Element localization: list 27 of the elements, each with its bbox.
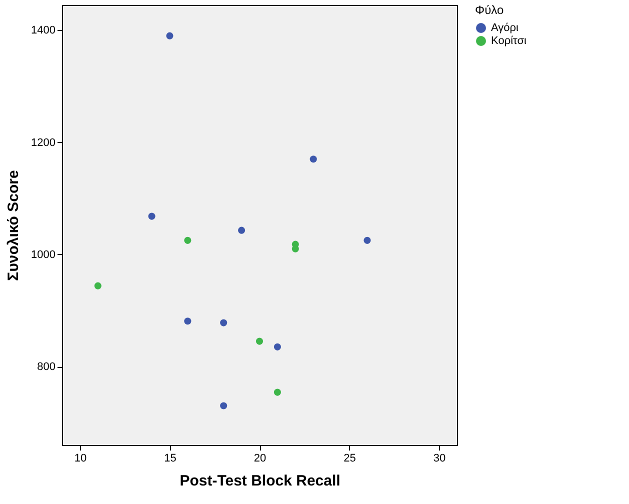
y-tick-label: 1400 — [31, 24, 56, 37]
x-tick-label: 30 — [433, 452, 446, 464]
point — [256, 338, 264, 345]
point — [148, 212, 156, 220]
point — [220, 402, 228, 410]
y-tick-label: 800 — [37, 361, 56, 374]
y-tick-label: 1200 — [31, 136, 56, 149]
x-axis-title: Post-Test Block Recall — [180, 472, 340, 490]
point — [184, 318, 192, 325]
point — [310, 156, 317, 163]
point — [274, 388, 281, 396]
legend-label: Αγόρι — [491, 22, 520, 34]
x-tick-label: 15 — [164, 452, 176, 464]
y-tick-label: 1000 — [31, 248, 56, 261]
point — [274, 343, 281, 350]
x-tick-label: 10 — [74, 452, 87, 464]
point — [238, 226, 246, 234]
y-axis-title: Συνολικό Score — [5, 170, 22, 281]
point — [364, 236, 371, 244]
point — [166, 32, 174, 40]
point — [94, 282, 102, 290]
legend-title: Φύλο — [475, 3, 504, 17]
point — [184, 236, 192, 244]
legend-label: Κορίτσι — [491, 35, 527, 47]
point — [220, 319, 228, 326]
x-tick-label: 25 — [344, 452, 356, 464]
x-tick-label: 20 — [254, 452, 266, 464]
